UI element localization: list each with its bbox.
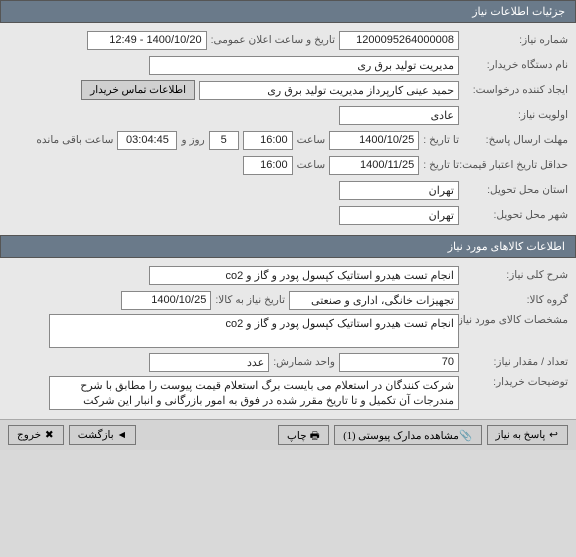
remaining-label: ساعت باقی مانده <box>36 134 113 146</box>
deadline-label: مهلت ارسال پاسخ: <box>463 134 568 146</box>
requester-label: ایجاد کننده درخواست: <box>463 84 568 96</box>
province-field[interactable] <box>339 181 459 200</box>
attachment-icon: 📎 <box>462 429 473 442</box>
item-spec-label: مشخصات کالای مورد نیاز: <box>463 314 568 326</box>
attachments-button[interactable]: 📎 مشاهده مدارک پیوستی (1) <box>334 425 481 445</box>
remaining-time-field <box>117 131 177 150</box>
print-button-label: چاپ <box>287 431 307 442</box>
exit-button[interactable]: ✖ خروج <box>8 425 64 445</box>
buyer-notes-label: توضیحات خریدار: <box>463 376 568 388</box>
announce-dt-label: تاریخ و ساعت اعلان عمومی: <box>211 34 335 46</box>
buyer-notes-field[interactable] <box>49 376 459 410</box>
attachments-button-label: مشاهده مدارک پیوستی (1) <box>343 431 459 442</box>
requester-field[interactable] <box>199 81 459 100</box>
city-label: شهر محل تحویل: <box>463 209 568 221</box>
province-label: استان محل تحویل: <box>463 184 568 196</box>
days-and-label: روز و <box>181 134 204 146</box>
validity-time-field[interactable] <box>243 156 293 175</box>
back-button-label: بازگشت <box>78 430 114 441</box>
to-date-label-1: تا تاریخ : <box>423 134 459 146</box>
qty-field[interactable] <box>339 353 459 372</box>
print-button[interactable]: 🖶 چاپ <box>278 425 329 445</box>
qty-label: تعداد / مقدار نیاز: <box>463 356 568 368</box>
buyer-org-label: نام دستگاه خریدار: <box>463 59 568 71</box>
time-label-2: ساعت <box>297 159 326 171</box>
details-header: جزئیات اطلاعات نیاز <box>0 0 576 23</box>
validity-date-field[interactable] <box>329 156 419 175</box>
exit-button-label: خروج <box>17 430 41 441</box>
unit-field[interactable] <box>149 353 269 372</box>
announce-dt-field[interactable] <box>87 31 207 50</box>
contact-info-button[interactable]: اطلاعات تماس خریدار <box>81 80 195 100</box>
unit-label: واحد شمارش: <box>273 356 335 368</box>
need-desc-field[interactable] <box>149 266 459 285</box>
print-icon: 🖶 <box>309 428 320 446</box>
need-date-goods-field[interactable] <box>121 291 211 310</box>
respond-button[interactable]: ↩ پاسخ به نیاز <box>487 425 569 445</box>
validity-label: حداقل تاریخ اعتبار قیمت: <box>463 159 568 171</box>
time-label-1: ساعت <box>297 134 326 146</box>
exit-icon: ✖ <box>44 429 55 441</box>
back-button[interactable]: ◄ بازگشت <box>69 425 137 445</box>
priority-label: اولویت نیاز: <box>463 109 568 121</box>
deadline-date-field[interactable] <box>329 131 419 150</box>
need-no-field[interactable] <box>339 31 459 50</box>
to-date-label-2: تا تاریخ : <box>423 159 459 171</box>
need-no-label: شماره نیاز: <box>463 34 568 46</box>
details-form: شماره نیاز: تاریخ و ساعت اعلان عمومی: نا… <box>0 23 576 235</box>
goods-group-label: گروه کالا: <box>463 294 568 306</box>
goods-group-field[interactable] <box>289 291 459 310</box>
back-icon: ◄ <box>116 430 127 441</box>
items-header: اطلاعات کالاهای مورد نیاز <box>0 235 576 258</box>
footer-toolbar: ↩ پاسخ به نیاز 📎 مشاهده مدارک پیوستی (1)… <box>0 419 576 450</box>
city-field[interactable] <box>339 206 459 225</box>
remaining-days-field <box>209 131 239 150</box>
item-spec-field[interactable] <box>49 314 459 348</box>
respond-button-label: پاسخ به نیاز <box>496 430 546 441</box>
deadline-time-field[interactable] <box>243 131 293 150</box>
need-date-goods-label: تاریخ نیاز به کالا: <box>215 294 285 306</box>
items-form: شرح کلی نیاز: گروه کالا: تاریخ نیاز به ک… <box>0 258 576 419</box>
reply-icon: ↩ <box>548 429 559 441</box>
need-desc-label: شرح کلی نیاز: <box>463 269 568 281</box>
priority-field[interactable] <box>339 106 459 125</box>
buyer-org-field[interactable] <box>149 56 459 75</box>
